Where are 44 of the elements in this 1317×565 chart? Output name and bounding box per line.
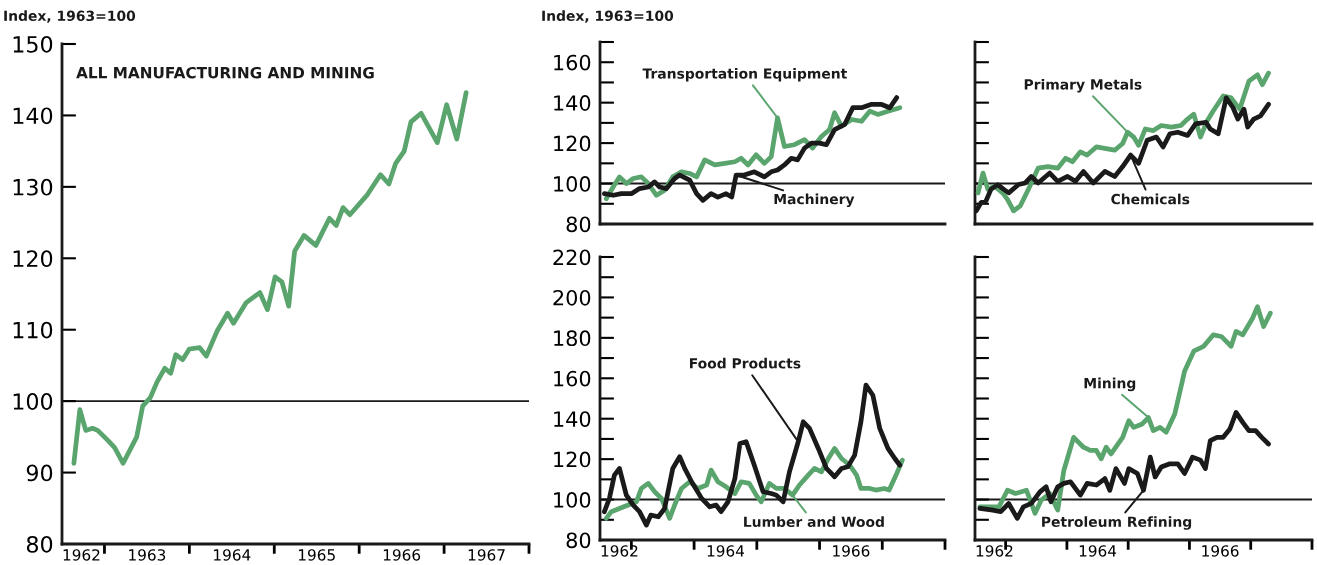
x-tick-label: 1962 — [63, 549, 100, 561]
text: Primary Metals — [1024, 78, 1142, 93]
x-tick-label: 1965 — [298, 549, 335, 561]
y-tick-label: 180 — [554, 330, 591, 347]
x-tick-label: 1964 — [214, 549, 251, 561]
y-tick-label: 140 — [13, 107, 53, 125]
y-tick-label: 80 — [566, 532, 591, 549]
y-tick-label: 100 — [554, 176, 591, 192]
legend-label: Petroleum Refining — [1042, 516, 1192, 530]
y-tick-label: 200 — [553, 289, 591, 306]
legend-label: Chemicals — [1111, 193, 1190, 205]
y-tick-label: 160 — [554, 370, 591, 387]
y-tick-label: 140 — [554, 411, 591, 427]
y-axis-title: Index, 1963=100 — [542, 10, 674, 23]
x-tick-label: 1964 — [1079, 545, 1117, 557]
y-tick-label: 160 — [554, 54, 591, 71]
x-tick-label: 1964 — [707, 545, 745, 557]
x-tick-label: 1962 — [601, 545, 638, 557]
x-tick-label: 1966 — [1202, 545, 1239, 557]
legend-label: Lumber and Wood — [744, 516, 884, 528]
x-tick-label: 1967 — [468, 549, 505, 561]
x-tick-label: 1966 — [383, 549, 421, 561]
y-tick-label: 150 — [13, 35, 53, 53]
x-tick-label: 1966 — [833, 545, 870, 557]
y-tick-label: 120 — [554, 451, 591, 468]
y-tick-label: 80 — [566, 216, 591, 233]
y-tick-label: 80 — [26, 535, 53, 553]
series-label: Machinery — [774, 193, 855, 208]
x-tick-label: 1962 — [976, 545, 1013, 557]
text: Transportation Equipment — [642, 68, 847, 82]
y-tick-label: 90 — [26, 464, 53, 482]
y-axis-title: Index, 1963=100 — [4, 10, 136, 23]
y-tick-label: 110 — [13, 321, 53, 339]
y-tick-label: 140 — [554, 95, 591, 111]
text: ALL MANUFACTURING AND MINING — [76, 66, 374, 79]
y-tick-label: 130 — [13, 178, 53, 196]
y-tick-label: 220 — [553, 249, 591, 266]
x-tick-label: 1963 — [129, 549, 166, 561]
y-tick-label: 100 — [13, 393, 53, 410]
y-tick-label: 120 — [13, 250, 53, 268]
text: Mining — [1084, 377, 1136, 392]
y-tick-label: 120 — [554, 135, 591, 152]
y-tick-label: 100 — [554, 492, 591, 508]
text: Food Products — [690, 357, 801, 369]
